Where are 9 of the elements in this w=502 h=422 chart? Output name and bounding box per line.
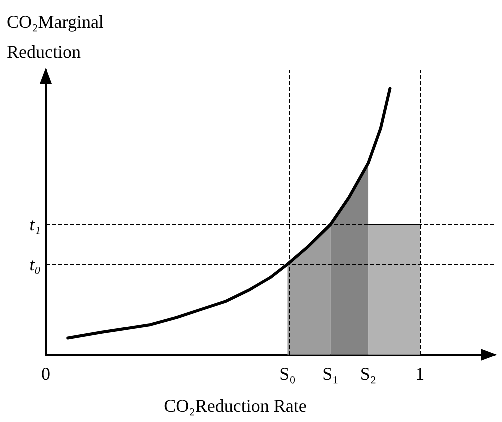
x-tick-label: 0	[42, 364, 50, 384]
ref-line-label: t₁	[30, 214, 41, 234]
y-axis-title: CO₂Marginal Reduction	[7, 12, 104, 62]
ref-line-label: t₀	[30, 254, 41, 274]
x-tick-label: S₀	[280, 364, 296, 384]
x-axis-title: CO₂Reduction Rate	[164, 396, 307, 416]
x-tick-label: S₂	[360, 364, 377, 384]
x-tick-label: S₁	[322, 364, 339, 384]
x-tick-label: 1	[416, 364, 425, 384]
